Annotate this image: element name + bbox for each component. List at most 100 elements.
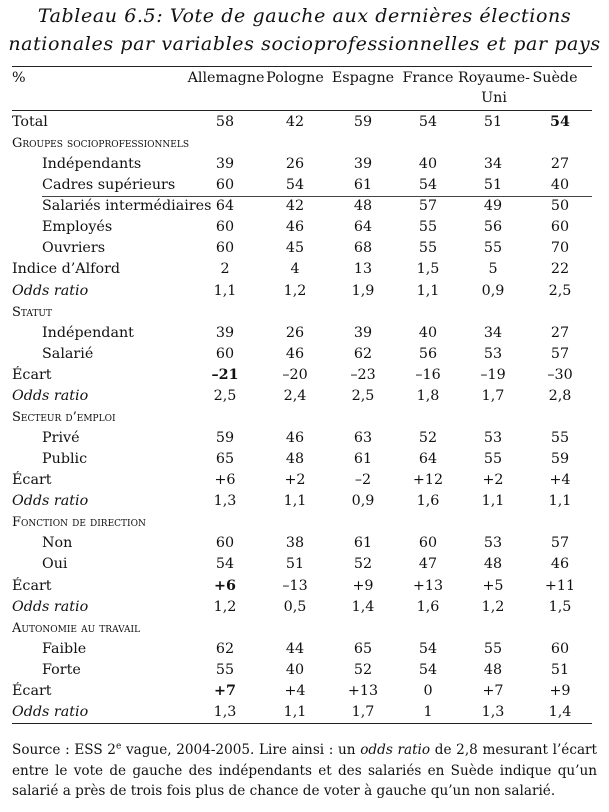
section-header-row: Secteur d’emploi [12, 407, 592, 428]
cell-value: 61 [353, 451, 373, 468]
cell-value: 56 [483, 219, 503, 236]
cell-value: 55 [483, 451, 503, 468]
cell-value: 54 [550, 114, 570, 130]
table-row: Employés 60 46 64 55 56 60 [12, 217, 592, 238]
cell-value: 5 [488, 261, 498, 278]
cell-value: 2,8 [548, 387, 572, 404]
cell-value: 52 [353, 556, 373, 573]
cell-value: 60 [550, 640, 570, 657]
column-header-espagne: Espagne [331, 70, 395, 86]
cell-value: 40 [550, 177, 570, 194]
cell-value: 64 [418, 451, 438, 468]
section-header-row: Statut [12, 302, 592, 323]
source-text-2: vague, 2004-2005. Lire ainsi : un [121, 742, 361, 758]
table-title: Tableau 6.5: Vote de gauche aux dernière… [0, 2, 609, 58]
table-row: Indépendants 39 26 39 40 34 27 [12, 154, 592, 175]
cell-value: 42 [285, 114, 305, 130]
cell-value: +13 [347, 682, 379, 699]
cell-value: 60 [418, 535, 438, 552]
cell-value: –20 [282, 366, 308, 383]
cell-value: 0 [423, 682, 433, 699]
cell-value: –2 [354, 472, 372, 489]
cell-value: 46 [550, 556, 570, 573]
cell-value: 48 [483, 661, 503, 678]
table-row: Odds ratio 1,1 1,2 1,9 1,1 0,9 2,5 [12, 281, 592, 302]
bottom-rule [12, 723, 592, 724]
cell-value: 54 [418, 661, 438, 678]
row-label: Salariés intermédiaires [42, 198, 212, 215]
cell-value: 60 [215, 177, 235, 194]
cell-value: 54 [285, 177, 305, 194]
cell-value: 59 [353, 114, 373, 130]
section-header-row: Autonomie au travail [12, 618, 592, 639]
cell-value: 53 [483, 535, 503, 552]
cell-value: –13 [282, 577, 308, 594]
cell-value: 45 [285, 240, 305, 257]
column-header-france: France [402, 70, 454, 86]
cell-value: 65 [353, 640, 373, 657]
cell-value: 2,5 [351, 387, 375, 404]
source-text-1: Source : ESS 2 [12, 742, 116, 758]
row-label: Indice d’Alford [12, 261, 121, 278]
cell-value: +13 [412, 577, 444, 594]
section-label: Secteur d’emploi [12, 409, 116, 425]
cell-value: +11 [544, 577, 576, 594]
column-header-suede: Suède [532, 70, 578, 86]
cell-value: 1,3 [481, 703, 505, 720]
table-row: Écart –21 –20 –23 –16 –19 –30 [12, 365, 592, 386]
cell-value: +6 [214, 577, 236, 594]
cell-value: 1,5 [548, 598, 572, 615]
cell-value: 38 [285, 535, 305, 552]
row-label: Odds ratio [12, 493, 89, 510]
cell-value: 57 [550, 535, 570, 552]
column-header-royaume-uni-line-2: Uni [481, 90, 507, 106]
cell-value: 62 [353, 345, 373, 362]
cell-value: 1,6 [416, 493, 440, 510]
table-row: Odds ratio 1,3 1,1 1,7 1 1,3 1,4 [12, 702, 592, 723]
cell-value: 34 [483, 156, 503, 173]
cell-value: 44 [285, 640, 305, 657]
cell-value: 1,5 [416, 261, 440, 278]
table-row: Salariés intermédiaires 64 42 48 57 49 50 [12, 196, 592, 217]
table-row: Public 65 48 61 64 55 59 [12, 449, 592, 470]
cell-value: 13 [353, 261, 373, 278]
cell-value: 60 [215, 345, 235, 362]
cell-value: 1,1 [283, 493, 307, 510]
cell-value: 1,9 [351, 282, 375, 299]
cell-value: –23 [350, 366, 376, 383]
cell-value: 53 [483, 345, 503, 362]
cell-value: +7 [214, 682, 236, 699]
cell-value: 64 [215, 198, 235, 215]
cell-value: 60 [215, 240, 235, 257]
row-label: Privé [42, 430, 80, 447]
cell-value: 42 [285, 198, 305, 215]
table-row: Oui 54 51 52 47 48 46 [12, 554, 592, 575]
table-row: Indépendant 39 26 39 40 34 27 [12, 323, 592, 344]
cell-value: 46 [285, 345, 305, 362]
cell-value: 51 [483, 177, 503, 194]
cell-value: 1,1 [416, 282, 440, 299]
table-row: Forte 55 40 52 54 48 51 [12, 660, 592, 681]
group-divider [42, 196, 592, 198]
section-header-row: Groupes socioprofessionnels [12, 133, 592, 154]
cell-value: 1,7 [351, 703, 375, 720]
cell-value: 34 [483, 324, 503, 341]
cell-value: 1,1 [283, 703, 307, 720]
cell-value: 54 [215, 556, 235, 573]
cell-value: 58 [215, 114, 235, 130]
cell-value: 1,1 [548, 493, 572, 510]
cell-value: 22 [550, 261, 570, 278]
cell-value: –16 [415, 366, 441, 383]
row-label: Écart [12, 472, 52, 489]
cell-value: 1 [423, 703, 433, 720]
cell-value: 48 [483, 556, 503, 573]
column-header-allemagne: Allemagne [187, 70, 265, 86]
cell-value: 54 [418, 177, 438, 194]
cell-value: 39 [353, 156, 373, 173]
row-label: Oui [42, 556, 68, 573]
cell-value: 40 [418, 324, 438, 341]
cell-value: 1,2 [283, 282, 307, 299]
cell-value: 49 [483, 198, 503, 215]
cell-value: 1,3 [213, 493, 237, 510]
cell-value: +7 [482, 682, 504, 699]
